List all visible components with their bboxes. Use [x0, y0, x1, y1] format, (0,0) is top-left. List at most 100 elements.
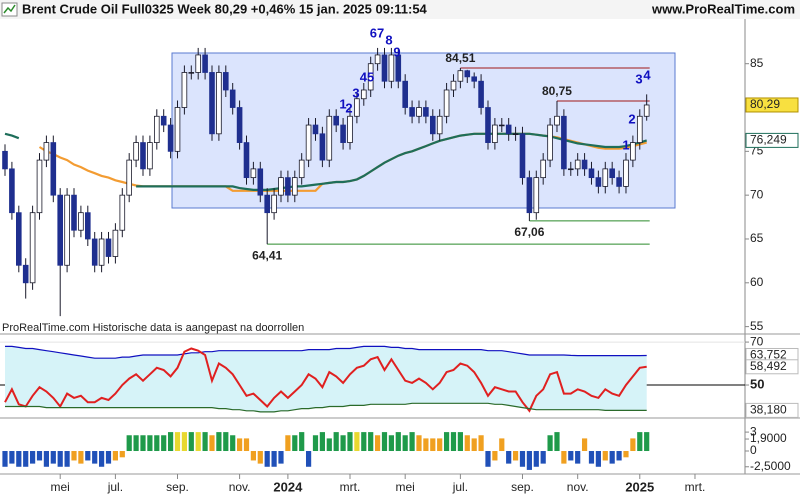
- candle-body: [409, 107, 415, 117]
- histogram-bar: [340, 435, 346, 452]
- candle-body: [209, 72, 215, 135]
- histogram-bar: [637, 432, 643, 452]
- histogram-bar: [540, 451, 546, 464]
- candle-body: [160, 115, 167, 126]
- histogram-bar: [181, 432, 187, 452]
- histogram-bar: [388, 435, 394, 452]
- histogram-bar: [305, 451, 312, 467]
- candle-body: [498, 124, 505, 127]
- candle-body: [595, 177, 602, 187]
- histogram-bar: [361, 432, 367, 452]
- last-value-label: 76,249: [750, 133, 787, 147]
- histogram-bar: [126, 435, 132, 452]
- histogram-bar: [264, 451, 270, 467]
- candle-body: [623, 159, 629, 187]
- histogram-bar: [409, 432, 415, 452]
- last-value-label: 58,492: [750, 359, 787, 373]
- histogram-bar: [188, 432, 194, 452]
- histogram-bar: [623, 451, 629, 458]
- candle-body: [2, 150, 8, 170]
- histogram-bar: [50, 451, 56, 464]
- candle-body: [257, 168, 264, 196]
- wave-label: 2: [628, 111, 635, 126]
- candle-body: [533, 177, 540, 214]
- histogram-bar: [492, 451, 498, 461]
- candle-body: [561, 115, 567, 170]
- candle-body: [630, 142, 636, 161]
- x-tick-label: mrt.: [685, 480, 706, 494]
- last-value-tag: [745, 132, 799, 148]
- candle-body: [567, 168, 574, 171]
- histogram-bar: [319, 432, 325, 452]
- x-tick-label: nov.: [567, 480, 589, 494]
- wave-label: 1: [339, 96, 346, 111]
- high-label: 80,75: [542, 84, 572, 98]
- candle-body: [298, 159, 305, 179]
- candle-body: [443, 89, 450, 117]
- candle-body: [478, 80, 484, 108]
- candle-body: [540, 159, 546, 179]
- candle-body: [222, 72, 229, 91]
- header-bar: [0, 0, 800, 19]
- histogram-bar: [147, 435, 153, 452]
- histogram-bar: [92, 451, 98, 464]
- last-value-tag: [745, 402, 799, 418]
- last-value-tag: [745, 359, 799, 375]
- histogram-bar: [216, 432, 222, 452]
- candle-body: [636, 115, 643, 143]
- histogram-bar: [154, 435, 160, 452]
- histogram-bar: [443, 432, 450, 452]
- histogram-bar: [64, 451, 70, 467]
- last-value-label: 63,752: [750, 348, 787, 362]
- histogram-bar: [464, 435, 470, 452]
- candle-body: [153, 115, 160, 143]
- candle-body: [616, 177, 622, 187]
- y-tick-label: 85: [750, 56, 764, 70]
- candle-body: [105, 238, 112, 257]
- wave-label: 2: [345, 100, 352, 115]
- x-tick-label: jul.: [452, 480, 468, 494]
- y-tick-label: 65: [750, 231, 764, 245]
- wave-label: 45: [360, 69, 374, 84]
- candle-body: [326, 115, 333, 161]
- histogram-bar: [30, 451, 36, 464]
- histogram-bar: [57, 451, 63, 467]
- chart-title: Brent Crude Oil Full0325 Week 80,29 +0,4…: [22, 1, 428, 16]
- candle-body: [126, 159, 132, 196]
- x-tick-label: 2025: [625, 479, 654, 494]
- x-tick-label: mrt.: [340, 480, 361, 494]
- candle-body: [526, 177, 533, 214]
- histogram-bar: [519, 451, 526, 467]
- histogram-bar: [533, 451, 539, 467]
- candle-body: [147, 142, 153, 170]
- candle-body: [278, 177, 284, 196]
- wave-label: 9: [393, 44, 400, 59]
- candle-body: [119, 194, 126, 231]
- histogram-bar: [236, 438, 243, 452]
- candle-body: [188, 72, 195, 74]
- histogram-bar: [202, 432, 208, 452]
- candle-body: [333, 115, 339, 126]
- low-label: 64,41: [252, 248, 282, 262]
- candle-body: [464, 70, 471, 78]
- candle-body: [291, 177, 298, 196]
- candle-body: [512, 133, 519, 136]
- indicator-line: [5, 402, 647, 413]
- indicator-line: [5, 345, 647, 359]
- candle-body: [71, 194, 77, 231]
- candle-body: [319, 133, 326, 161]
- candle-body: [367, 63, 374, 91]
- y-tick-label: 55: [750, 319, 764, 333]
- candle-body: [471, 76, 477, 82]
- histogram-bar: [581, 438, 588, 452]
- candle-body: [57, 194, 64, 266]
- histogram-bar: [630, 438, 636, 452]
- candle-body: [402, 80, 408, 108]
- histogram-bar: [575, 451, 581, 464]
- candle-body: [574, 159, 581, 170]
- candle-body: [112, 229, 119, 257]
- candle-body: [195, 54, 201, 73]
- site-name: www.ProRealTime.com: [651, 1, 795, 16]
- wave-label: 3: [352, 85, 359, 100]
